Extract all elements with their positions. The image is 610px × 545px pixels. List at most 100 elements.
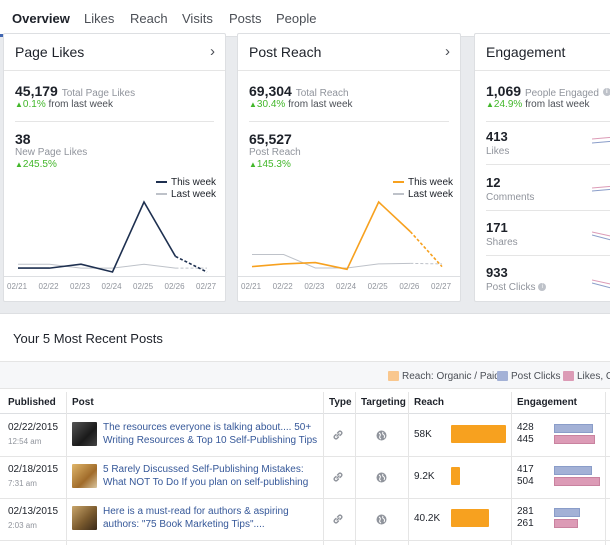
- total-reach-value: 69,304 Total Reach: [249, 83, 349, 99]
- col-engagement[interactable]: Engagement: [517, 397, 578, 408]
- post-clicks-value: 417: [517, 464, 534, 475]
- post-link[interactable]: Here is a must-read for authors & aspiri…: [103, 506, 289, 530]
- sparkline-clicks-a: [592, 279, 610, 285]
- divider: [486, 121, 610, 122]
- x-tick-label: 02/25: [367, 282, 388, 291]
- total-page-likes-label: Total Page Likes: [61, 88, 136, 99]
- total-reach-change: ▲30.4% from last week: [249, 99, 353, 110]
- recent-posts-title: Your 5 Most Recent Posts: [13, 331, 163, 346]
- people-engaged-value: 1,069 People Engaged i: [486, 83, 610, 99]
- legend-reach[interactable]: Reach: Organic / Paid: [388, 371, 500, 382]
- table-row[interactable]: 02/22/2015 12:54 am The resources everyo…: [0, 415, 610, 457]
- likes-value: 261: [517, 518, 534, 529]
- post-time: 2:03 am: [8, 521, 37, 530]
- post-link[interactable]: 5 Rarely Discussed Self-Publishing Mista…: [103, 464, 309, 488]
- sparkline-clicks-b: [592, 282, 610, 289]
- post-reach-title: Post Reach: [249, 44, 322, 60]
- divider: [486, 255, 610, 256]
- reach-value: 58K: [414, 429, 432, 440]
- post-reach-header[interactable]: Post Reach ›: [238, 34, 460, 71]
- post-reach-card: Post Reach › 69,304 Total Reach ▲30.4% f…: [237, 33, 461, 302]
- globe-icon: [376, 470, 387, 488]
- tab-reach[interactable]: Reach: [130, 11, 168, 26]
- legend-last-week: Last week: [393, 189, 453, 200]
- x-tick-label: 02/21: [7, 282, 28, 291]
- col-targeting[interactable]: Targeting: [361, 397, 406, 408]
- legend-post-clicks[interactable]: Post Clicks: [497, 371, 560, 382]
- legend-this-week: This week: [156, 177, 216, 188]
- post-clicks-bar: [554, 508, 580, 517]
- divider: [486, 210, 610, 211]
- sparkline-likes-b: [592, 140, 610, 144]
- table-row[interactable]: 02/18/2015 7:31 am 5 Rarely Discussed Se…: [0, 457, 610, 499]
- post-clicks-bar: [554, 466, 592, 475]
- posts-table-header: Published Post Type Targeting Reach Enga…: [0, 392, 610, 414]
- page-likes-title: Page Likes: [15, 44, 85, 60]
- x-axis: [4, 276, 225, 277]
- series-line-projection: [175, 255, 208, 273]
- sparkline-comments-b: [592, 188, 610, 192]
- x-tick-label: 02/23: [70, 282, 91, 291]
- page-likes-header[interactable]: Page Likes ›: [4, 34, 225, 71]
- x-tick-label: 02/22: [272, 282, 293, 291]
- post-reach-label: Post Reach: [249, 147, 301, 158]
- x-tick-label: 02/24: [101, 282, 122, 291]
- sparkline-shares-b: [592, 234, 610, 241]
- sparkline-comments-a: [592, 185, 610, 189]
- engagement-change: ▲24.9% from last week: [486, 99, 590, 110]
- x-tick-label: 02/27: [196, 282, 217, 291]
- people-engaged-label: People Engaged: [524, 88, 599, 99]
- col-reach[interactable]: Reach: [414, 397, 445, 408]
- chevron-right-icon[interactable]: ›: [445, 43, 450, 60]
- engagement-shares: 171 Shares: [486, 220, 518, 248]
- series-line-this-week: [251, 200, 411, 271]
- post-date: 02/22/2015: [8, 422, 59, 433]
- tab-people[interactable]: People: [276, 11, 317, 26]
- post-thumbnail[interactable]: [72, 464, 97, 488]
- col-type[interactable]: Type: [329, 397, 352, 408]
- page-likes-card: Page Likes › 45,179 Total Page Likes ▲0.…: [3, 33, 226, 302]
- table-row[interactable]: 02/13/2015 2:03 am Here is a must-read f…: [0, 499, 610, 541]
- total-reach-label: Total Reach: [295, 88, 349, 99]
- tab-overview[interactable]: Overview: [12, 11, 70, 26]
- legend-last-week: Last week: [156, 189, 216, 200]
- info-icon[interactable]: i: [538, 283, 547, 292]
- tab-posts[interactable]: Posts: [229, 11, 262, 26]
- top-nav: Overview Likes Reach Visits Posts People: [0, 0, 610, 37]
- divider: [249, 121, 449, 122]
- col-post[interactable]: Post: [72, 397, 94, 408]
- x-tick-label: 02/26: [399, 282, 420, 291]
- post-thumbnail[interactable]: [72, 422, 97, 446]
- chevron-right-icon[interactable]: ›: [210, 43, 215, 60]
- globe-icon: [376, 512, 387, 530]
- up-arrow-icon: ▲: [249, 100, 257, 109]
- engagement-header[interactable]: Engagement: [475, 34, 610, 71]
- recent-posts-legend-bar: Reach: Organic / Paid Post Clicks Likes,…: [0, 361, 610, 389]
- new-page-likes-change: ▲245.5%: [15, 159, 57, 170]
- series-line-projection: [409, 231, 443, 268]
- post-thumbnail[interactable]: [72, 506, 97, 530]
- post-link[interactable]: The resources everyone is talking about.…: [103, 422, 318, 446]
- tab-visits[interactable]: Visits: [182, 11, 213, 26]
- x-tick-label: 02/21: [241, 282, 262, 291]
- sparkline-shares-a: [592, 231, 610, 237]
- link-icon: [332, 512, 344, 530]
- reach-bar: [451, 425, 506, 443]
- reach-bar: [451, 509, 489, 527]
- tab-likes[interactable]: Likes: [84, 11, 115, 26]
- x-tick-label: 02/22: [38, 282, 59, 291]
- col-published[interactable]: Published: [8, 397, 56, 408]
- link-icon: [332, 428, 344, 446]
- likes-value: 445: [517, 434, 534, 445]
- legend-likes-comments[interactable]: Likes, C: [563, 371, 610, 382]
- x-tick-label: 02/24: [336, 282, 357, 291]
- post-date: 02/18/2015: [8, 464, 59, 475]
- post-reach-chart: [251, 200, 443, 271]
- engagement-sparklines: [592, 136, 610, 289]
- sparkline-likes-a: [592, 136, 610, 140]
- likes-bar: [554, 435, 595, 444]
- engagement-title: Engagement: [486, 44, 566, 60]
- link-icon: [332, 470, 344, 488]
- info-icon[interactable]: i: [602, 88, 610, 97]
- series-line-last-week: [252, 254, 411, 269]
